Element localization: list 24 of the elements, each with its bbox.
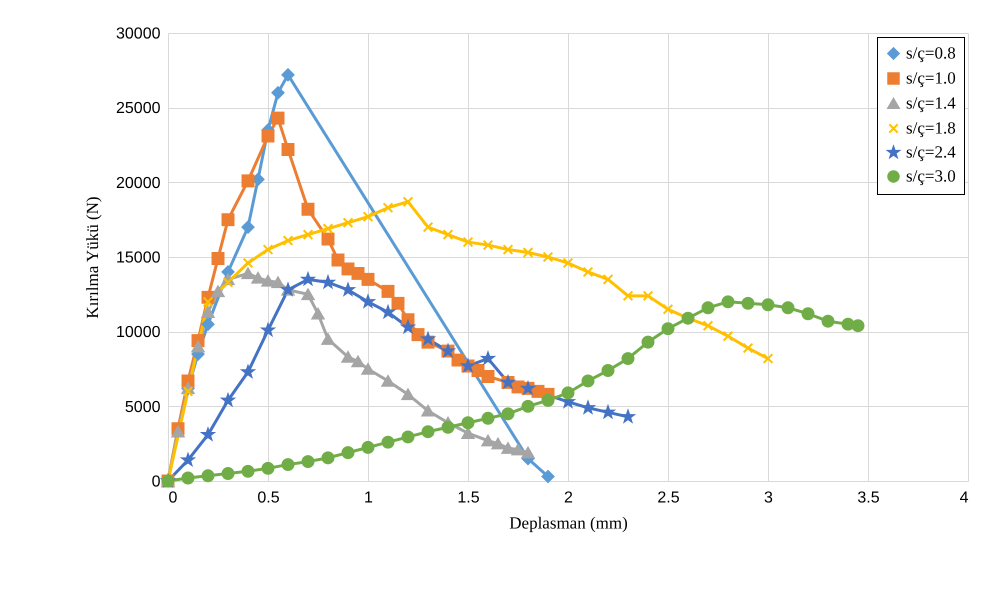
x-axis-title: Deplasman (mm) <box>509 514 628 532</box>
x-tick-label: 2 <box>564 490 574 506</box>
x-tick-label: 2.5 <box>657 490 680 506</box>
y-tick-label: 10000 <box>116 324 161 342</box>
legend-label: s/ç=2.4 <box>906 142 956 162</box>
x-tick-label: 0.5 <box>257 490 280 506</box>
x-tick-label: 0 <box>168 490 178 506</box>
legend-label: s/ç=0.8 <box>906 44 956 62</box>
legend-label: s/ç=3.0 <box>906 166 956 186</box>
y-tick-label: 0 <box>152 474 161 490</box>
legend-label: s/ç=1.4 <box>906 94 956 112</box>
x-tick-label: 1 <box>364 490 374 506</box>
x-tick-label: 4 <box>960 490 969 506</box>
y-tick-label: 15000 <box>116 250 161 266</box>
x-tick-label: 3.5 <box>857 490 880 506</box>
x-tick-label: 3 <box>764 490 774 506</box>
y-tick-label: 5000 <box>124 398 161 416</box>
y-tick-label: 20000 <box>116 174 161 192</box>
x-tick-label: 1.5 <box>457 490 480 506</box>
y-axis-title: Kırılma Yükü (N) <box>83 196 102 319</box>
legend-label: s/ç=1.8 <box>906 118 956 138</box>
y-tick-label: 30000 <box>116 26 161 42</box>
legend-label: s/ç=1.0 <box>906 68 956 88</box>
y-tick-label: 25000 <box>116 100 161 118</box>
